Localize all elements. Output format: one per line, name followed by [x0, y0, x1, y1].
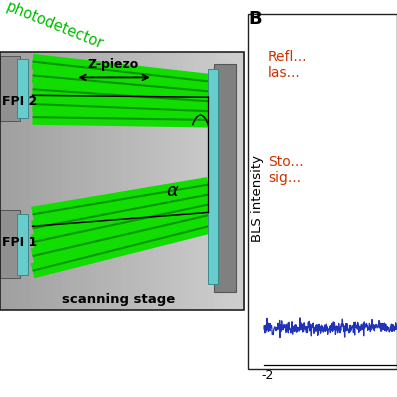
Bar: [116, 52, 122, 310]
Bar: [18, 52, 25, 310]
Bar: [24, 52, 31, 310]
Bar: [238, 52, 245, 310]
Text: photodetector: photodetector: [4, 0, 106, 52]
Bar: [0, 52, 244, 310]
Bar: [122, 52, 129, 310]
Text: Sto...
sig...: Sto... sig...: [268, 155, 304, 185]
Bar: [214, 52, 220, 310]
Bar: [220, 52, 226, 310]
Bar: [6, 52, 13, 310]
Bar: [134, 52, 141, 310]
Bar: [73, 52, 80, 310]
Bar: [128, 52, 135, 310]
Bar: [208, 52, 214, 310]
Bar: [110, 52, 116, 310]
Bar: [189, 52, 196, 310]
Bar: [98, 52, 104, 310]
Bar: [152, 52, 159, 310]
Bar: [55, 52, 62, 310]
Text: FPI 2: FPI 2: [2, 95, 37, 108]
Bar: [201, 52, 208, 310]
Bar: [232, 52, 239, 310]
Bar: [43, 52, 49, 310]
Bar: [0, 52, 6, 310]
Bar: [37, 52, 43, 310]
Text: FPI 1: FPI 1: [2, 236, 37, 249]
Text: B: B: [248, 10, 262, 28]
Text: α: α: [167, 181, 179, 200]
Bar: [248, 14, 397, 369]
Text: Refl...
las...: Refl... las...: [268, 50, 307, 80]
Bar: [49, 52, 55, 310]
Bar: [171, 52, 177, 310]
Bar: [141, 52, 147, 310]
Bar: [67, 52, 73, 310]
Bar: [208, 69, 218, 284]
Bar: [195, 52, 202, 310]
Text: BLS intensity: BLS intensity: [251, 155, 264, 242]
Bar: [226, 52, 232, 310]
Bar: [17, 214, 28, 275]
Text: -2: -2: [262, 369, 274, 382]
Bar: [79, 52, 86, 310]
Bar: [183, 52, 190, 310]
Bar: [0, 210, 20, 278]
Text: scanning stage: scanning stage: [62, 293, 176, 306]
Text: Z-piezo: Z-piezo: [87, 58, 139, 71]
Bar: [0, 56, 20, 121]
Bar: [85, 52, 92, 310]
Bar: [17, 59, 28, 118]
Bar: [12, 52, 19, 310]
Bar: [31, 52, 37, 310]
Bar: [177, 52, 183, 310]
Bar: [61, 52, 67, 310]
Bar: [92, 52, 98, 310]
Bar: [165, 52, 172, 310]
Bar: [146, 52, 153, 310]
Bar: [214, 64, 236, 292]
Bar: [104, 52, 110, 310]
Bar: [159, 52, 165, 310]
